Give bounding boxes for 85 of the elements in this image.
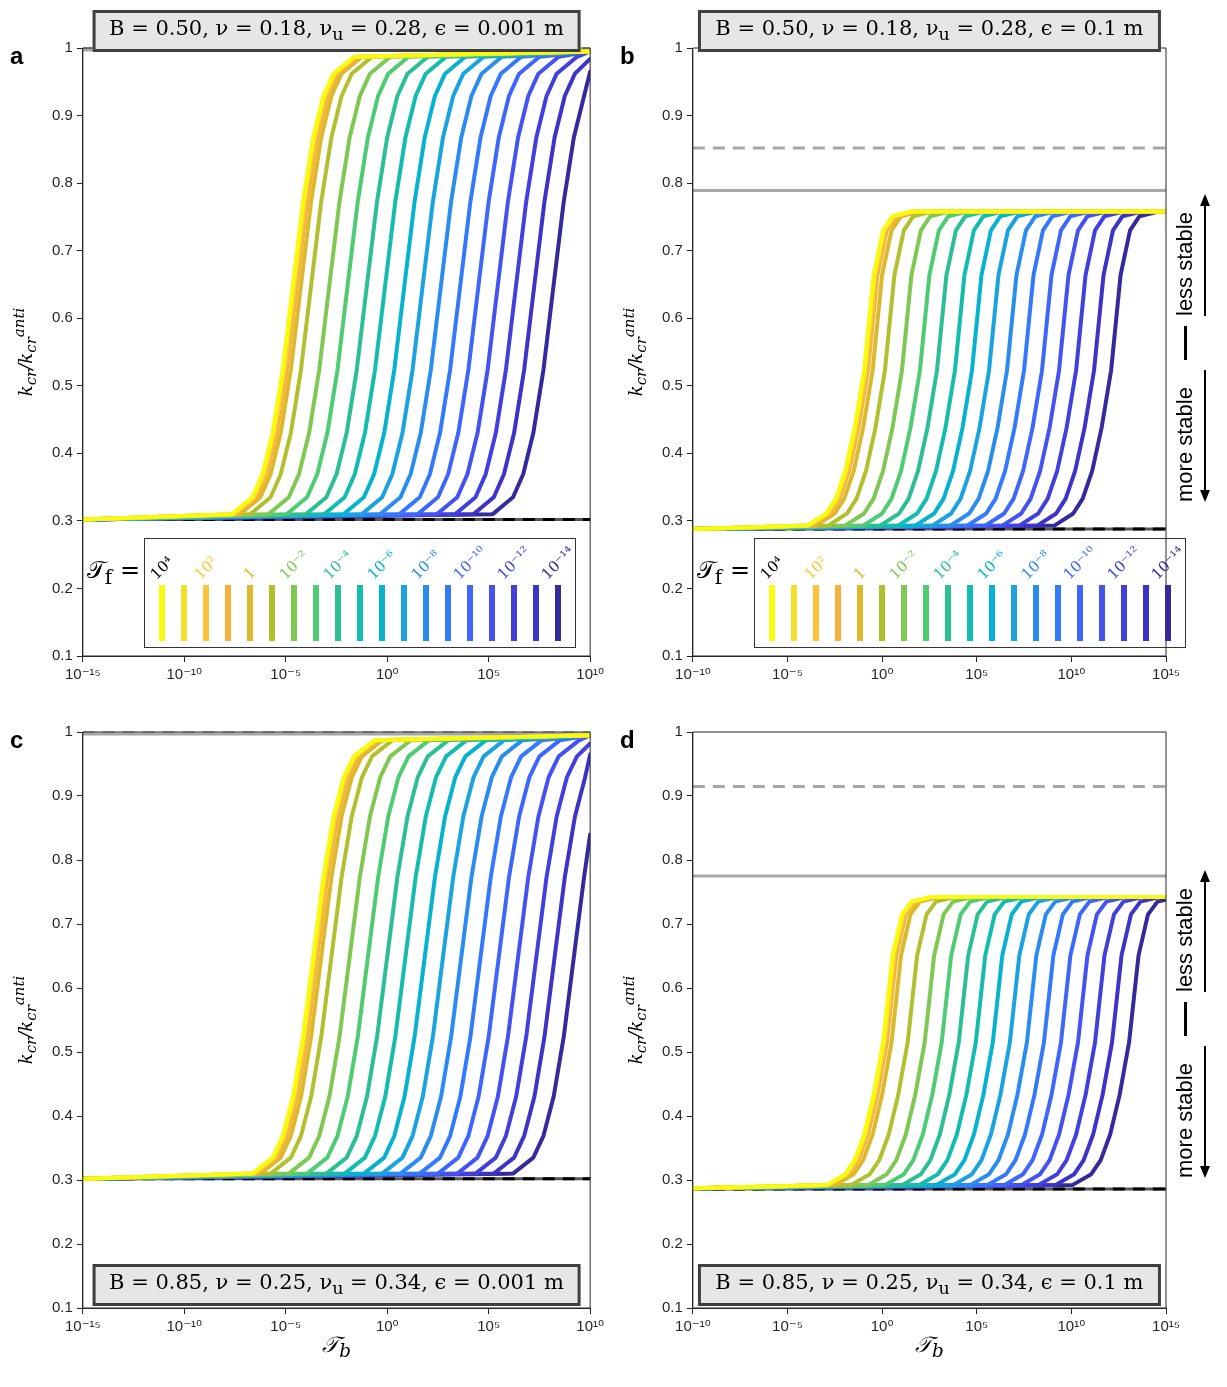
- y-tick-label: 0.9: [661, 786, 683, 804]
- y-tick-label: 0.5: [51, 375, 73, 393]
- y-tick-label: 0.2: [661, 578, 683, 596]
- y-tick-label: 0.6: [661, 978, 683, 996]
- y-tick-label: 0.7: [661, 240, 683, 258]
- y-tick-label: 1: [64, 38, 73, 56]
- y-tick-label: 0.1: [661, 646, 683, 664]
- x-tick-label: 10⁻⁵: [772, 665, 803, 683]
- text: B = 0.85, ν = 0.25, ν$_{u}$ = 0.34, ϵ = 0.1 m: [698, 1264, 1161, 1307]
- text: less stable: [1172, 210, 1198, 316]
- text: less stable: [1172, 887, 1198, 993]
- x-tick-label: 10⁻⁵: [270, 1317, 302, 1335]
- x-tick-label: 10⁻¹⁰: [166, 665, 203, 683]
- y-tick-label: 0.6: [51, 978, 73, 996]
- x-tick-label: 10⁻¹⁰: [166, 1317, 203, 1335]
- x-tick-label: 10¹⁰: [576, 665, 605, 683]
- y-tick-label: 0.4: [661, 1106, 683, 1124]
- x-axis-title: 𝒯$_{b}$: [915, 1332, 944, 1362]
- y-tick-label: 0.5: [661, 375, 683, 393]
- text: 10²: [190, 552, 221, 583]
- y-tick-label: 0.4: [661, 443, 683, 461]
- text: d: [620, 726, 635, 754]
- y-tick-label: 1: [674, 38, 683, 56]
- text: 10⁴: [756, 552, 787, 583]
- y-tick-label: 1: [64, 722, 73, 740]
- y-tick-label: 0.2: [661, 1234, 683, 1252]
- x-tick-label: 10⁵: [965, 665, 989, 683]
- y-tick-label: 0.2: [51, 1234, 73, 1252]
- x-tick-label: 10⁰: [375, 665, 399, 683]
- y-tick-label: 0.1: [51, 646, 73, 664]
- text: b: [620, 42, 635, 70]
- x-tick-label: 10¹⁰: [1057, 665, 1086, 683]
- y-tick-label: 0.8: [661, 850, 683, 868]
- x-tick-label: 10⁵: [965, 1317, 989, 1335]
- y-tick-label: 0.2: [51, 578, 73, 596]
- y-tick-label: 0.8: [51, 850, 73, 868]
- text: 1: [239, 563, 260, 583]
- y-tick-label: 0.7: [51, 914, 73, 932]
- y-tick-label: 0.5: [661, 1042, 683, 1060]
- y-tick-label: 0.5: [51, 1042, 73, 1060]
- x-tick-label: 10⁵: [477, 1317, 501, 1335]
- text: more stable: [1172, 385, 1198, 502]
- x-tick-label: 10⁻¹⁵: [64, 665, 101, 683]
- y-tick-label: 0.9: [51, 105, 73, 123]
- x-tick-label: 10⁻¹⁰: [675, 665, 711, 683]
- y-tick-label: 0.3: [661, 1170, 683, 1188]
- y-tick-label: 0.3: [51, 1170, 73, 1188]
- text: B = 0.85, ν = 0.25, ν$_{u}$ = 0.34, ϵ = 0.001 m: [92, 1264, 581, 1307]
- y-tick-label: 0.9: [51, 786, 73, 804]
- y-tick-label: 0.7: [661, 914, 683, 932]
- y-tick-label: 0.8: [51, 173, 73, 191]
- legend-title: 𝒯$_{f}$ =: [696, 556, 750, 589]
- y-tick-label: 0.3: [661, 511, 683, 529]
- text: a: [10, 42, 24, 70]
- x-tick-label: 10¹⁵: [1152, 1317, 1180, 1335]
- legend-title: 𝒯$_{f}$ =: [86, 556, 140, 589]
- y-tick-label: 0.4: [51, 1106, 73, 1124]
- x-tick-label: 10¹⁵: [1152, 665, 1180, 683]
- y-tick-label: 0.8: [661, 173, 683, 191]
- text: more stable: [1172, 1062, 1198, 1179]
- text: 1: [849, 563, 870, 583]
- y-tick-label: 0.6: [661, 308, 683, 326]
- x-tick-label: 10⁰: [870, 665, 894, 683]
- x-tick-label: 10⁻⁵: [772, 1317, 803, 1335]
- chart-title: B = 0.50, ν = 0.18, ν$_{u}$ = 0.28, ϵ = 0.1 m: [698, 10, 1161, 53]
- y-tick-label: 0.4: [51, 443, 73, 461]
- y-tick-label: 0.1: [51, 1298, 73, 1316]
- y-tick-label: 0.6: [51, 308, 73, 326]
- y-tick-label: 1: [674, 722, 683, 740]
- y-tick-label: 0.9: [661, 105, 683, 123]
- x-tick-label: 10⁰: [870, 1317, 894, 1335]
- text: c: [10, 726, 24, 754]
- x-tick-label: 10⁻⁵: [270, 665, 302, 683]
- x-tick-label: 10¹⁰: [1057, 1317, 1086, 1335]
- x-axis-title: 𝒯$_{b}$: [322, 1332, 351, 1362]
- y-tick-label: 0.3: [51, 511, 73, 529]
- y-tick-label: 0.1: [661, 1298, 683, 1316]
- x-tick-label: 10⁰: [375, 1317, 399, 1335]
- text: 10²: [800, 552, 831, 583]
- text: 10⁴: [146, 552, 177, 583]
- y-tick-label: 0.7: [51, 240, 73, 258]
- x-tick-label: 10⁵: [477, 665, 501, 683]
- x-tick-label: 10⁻¹⁰: [675, 1317, 711, 1335]
- x-tick-label: 10⁻¹⁵: [64, 1317, 101, 1335]
- x-tick-label: 10¹⁰: [576, 1317, 605, 1335]
